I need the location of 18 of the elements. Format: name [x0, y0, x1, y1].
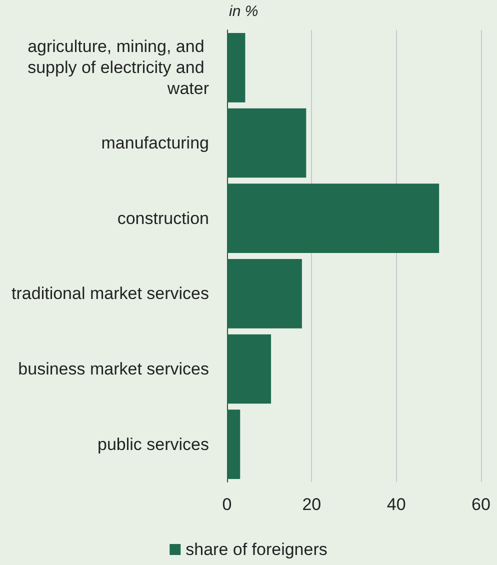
- bar: [227, 108, 306, 178]
- bar: [227, 184, 440, 253]
- bar: [227, 410, 240, 479]
- bar: [227, 33, 246, 102]
- bar: [227, 334, 272, 404]
- y-tick-label: construction: [117, 208, 209, 228]
- x-tick-label: 40: [386, 495, 406, 514]
- bar: [227, 259, 302, 328]
- y-tick-label: traditional market services: [12, 284, 209, 304]
- y-tick-label: public services: [98, 434, 209, 454]
- y-tick-label: business market services: [18, 360, 209, 378]
- y-tick-label: agriculture, mining, and supply of electricity and water: [28, 37, 210, 98]
- y-tick-label: manufacturing: [101, 134, 209, 152]
- x-tick-label: 60: [472, 495, 490, 514]
- legend-label: share of foreigners: [186, 540, 328, 559]
- x-axis-title: in %: [229, 3, 258, 20]
- x-tick-label: 0: [222, 495, 232, 514]
- x-tick-label: 20: [302, 495, 322, 514]
